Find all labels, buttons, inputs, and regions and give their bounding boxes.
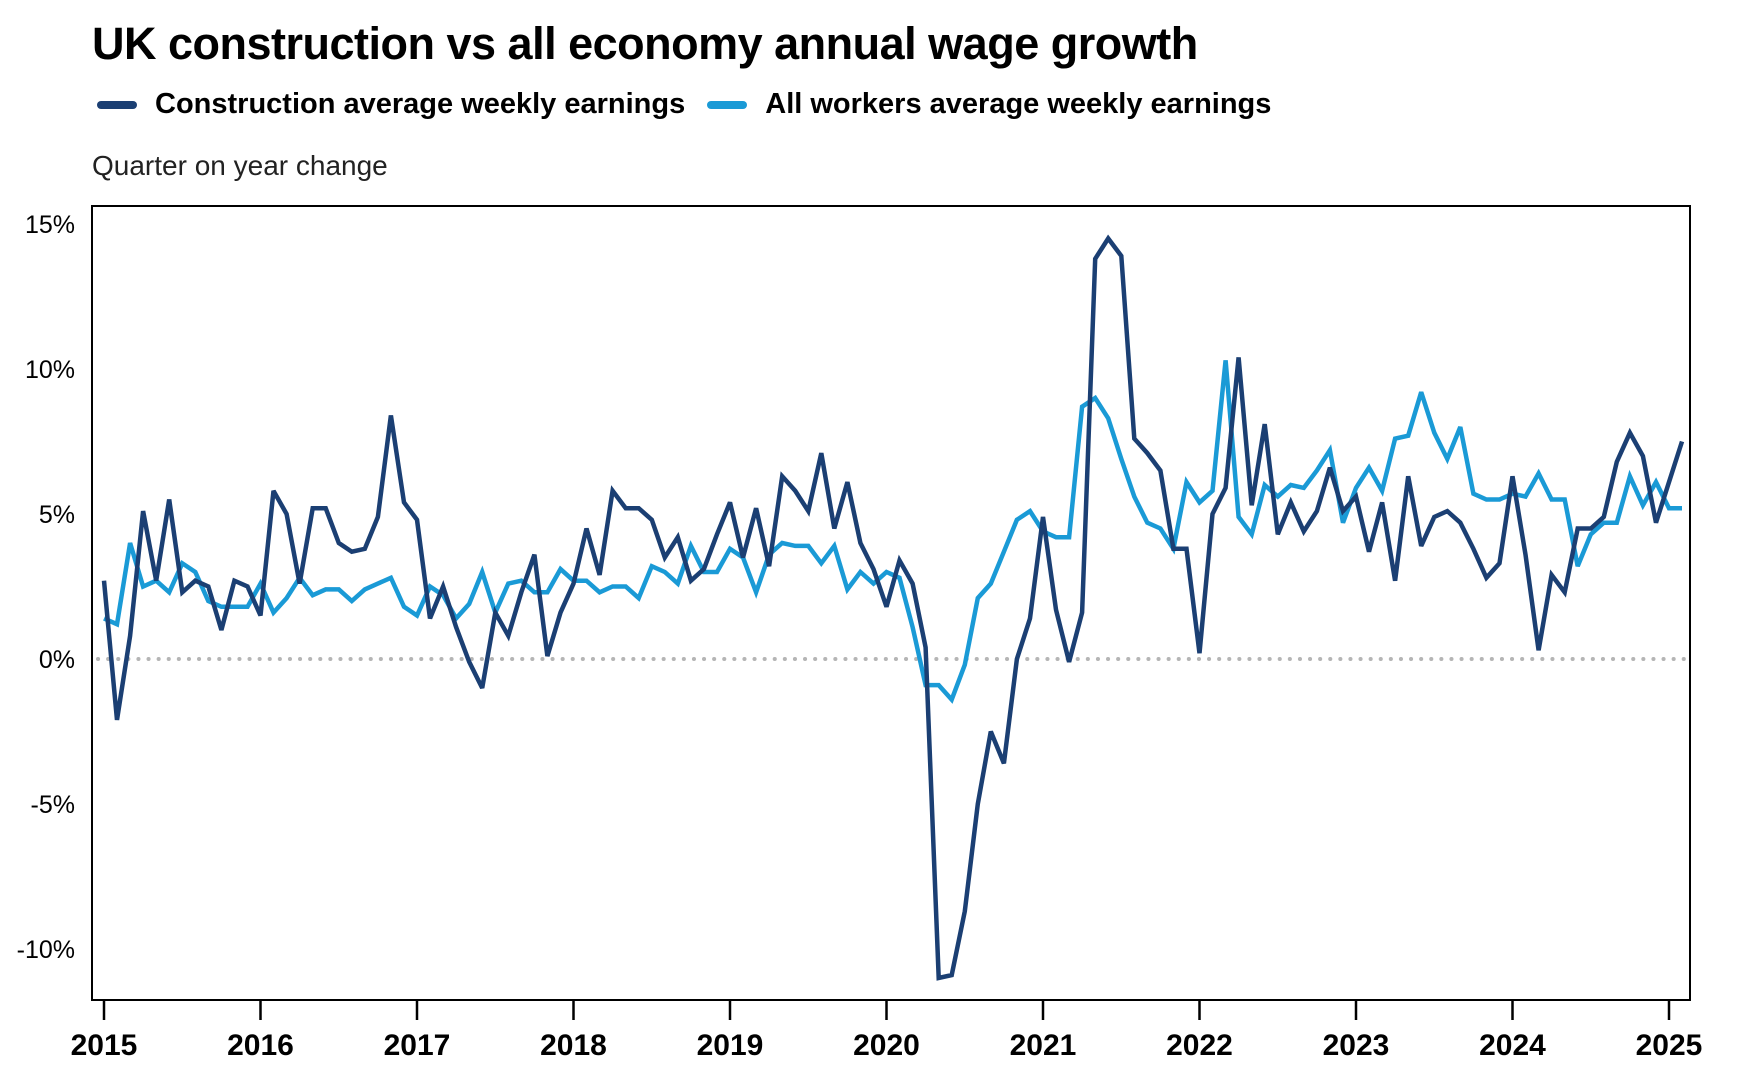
x-tick-label: 2019 [697, 1029, 764, 1062]
legend-swatch-all-workers [707, 100, 748, 109]
chart-subtitle: Quarter on year change [92, 150, 388, 181]
legend-item-all-workers: All workers average weekly earnings [707, 88, 1271, 121]
y-tick-label: 0% [39, 646, 75, 674]
chart-title: UK construction vs all economy annual wa… [92, 18, 1198, 69]
legend-swatch-construction [97, 100, 137, 109]
x-tick-label: 2024 [1479, 1029, 1546, 1062]
x-tick-label: 2020 [853, 1029, 920, 1062]
legend-label-all-workers: All workers average weekly earnings [765, 88, 1272, 120]
legend-item-construction: Construction average weekly earnings [97, 88, 685, 121]
series-line-all-workers [103, 360, 1682, 704]
x-tick-label: 2023 [1323, 1029, 1390, 1062]
series-group [101, 234, 1685, 981]
x-tick-label: 2021 [1010, 1029, 1077, 1062]
y-tick-label: -5% [31, 791, 75, 819]
x-tick-label: 2022 [1166, 1029, 1233, 1062]
x-tick-label: 2015 [71, 1029, 138, 1062]
y-tick-label: 5% [39, 501, 75, 529]
y-tick-label: 10% [25, 356, 75, 384]
x-tick-label: 2018 [540, 1029, 607, 1062]
legend-label-construction: Construction average weekly earnings [155, 88, 686, 120]
x-axis: 2015 2016 2017 2018 2019 2020 2021 2022 2023 2024… [71, 1000, 1703, 1062]
y-axis: 15% 10% 5% 0% -5% -10% [17, 211, 75, 964]
x-tick-label: 2016 [227, 1029, 294, 1062]
y-tick-label: -10% [17, 936, 75, 964]
plot-frame [91, 205, 1691, 1001]
x-tick-label: 2025 [1636, 1029, 1703, 1062]
legend: Construction average weekly earnings All… [97, 88, 1293, 121]
series-line-construction [101, 234, 1685, 981]
x-tick-label: 2017 [384, 1029, 451, 1062]
y-tick-label: 15% [25, 211, 75, 239]
